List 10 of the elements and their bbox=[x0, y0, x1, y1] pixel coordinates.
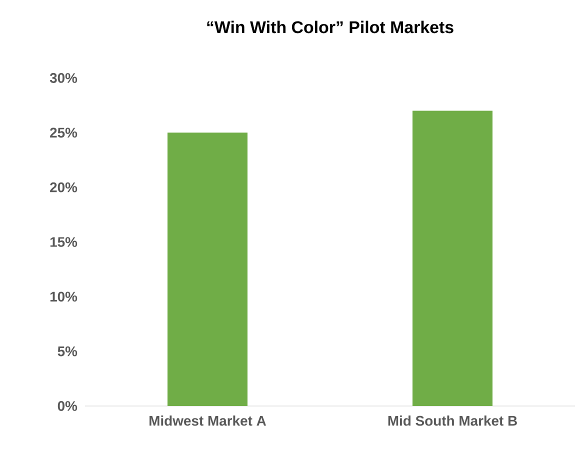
y-tick-label: 0% bbox=[58, 401, 78, 411]
chart-title: “Win With Color” Pilot Markets bbox=[207, 20, 454, 34]
x-tick-label: Midwest Market A bbox=[150, 416, 266, 426]
y-tick-label: 30% bbox=[50, 73, 78, 83]
y-tick-label: 5% bbox=[58, 346, 78, 356]
y-tick-label: 15% bbox=[50, 237, 78, 247]
y-tick-label: 10% bbox=[50, 292, 78, 302]
x-tick-label: Mid South Market B bbox=[388, 416, 517, 426]
y-tick-label: 20% bbox=[50, 182, 78, 192]
y-tick-label: 25% bbox=[50, 128, 78, 138]
